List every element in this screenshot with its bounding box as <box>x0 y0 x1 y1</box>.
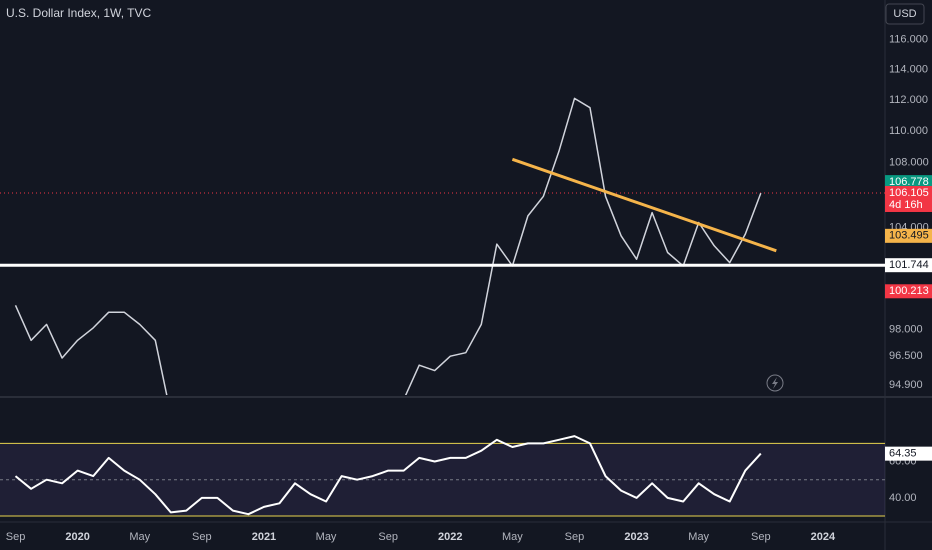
rsi-pane <box>0 435 885 517</box>
price-badge <box>885 185 932 212</box>
y-tick-label: 110.000 <box>889 125 928 137</box>
price-badge-label: 100.213 <box>889 285 929 297</box>
trendline <box>511 157 777 253</box>
price-badge-label: 106.105 <box>889 187 929 199</box>
price-line <box>14 97 762 395</box>
x-tick-label: Sep <box>192 531 212 543</box>
currency-button[interactable] <box>885 3 925 25</box>
x-tick-label: 2024 <box>811 531 836 543</box>
y-tick-label: 96.500 <box>889 350 923 362</box>
y-tick-label: 98.000 <box>889 324 923 336</box>
price-badge-label: 101.744 <box>889 259 929 271</box>
price-badge-countdown: 4d 16h <box>889 199 923 211</box>
chart-title: U.S. Dollar Index, 1W, TVC <box>6 6 151 20</box>
alert-icon-bolt <box>772 377 778 389</box>
y-tick-label: 108.000 <box>889 156 929 168</box>
x-tick-label: Sep <box>565 531 585 543</box>
rsi-badge-label: 64.35 <box>889 448 917 460</box>
rsi-band <box>0 443 885 517</box>
axes: Sep 2020 May Sep 2021 May Sep 2022 May Sep 2023 May… <box>6 33 932 543</box>
price-badge <box>885 175 932 190</box>
y-tick-label: 40.00 <box>889 492 917 504</box>
y-tick-label: 114.000 <box>889 63 928 75</box>
price-badge-label: 106.778 <box>889 176 929 188</box>
price-badge <box>885 228 932 243</box>
price-pane <box>0 97 885 395</box>
price-badge-label: 103.495 <box>889 230 929 242</box>
currency-label[interactable]: USD <box>893 8 916 20</box>
alert-icon[interactable] <box>766 374 784 392</box>
rsi-line <box>14 435 762 516</box>
price-badge <box>885 258 932 273</box>
x-tick-label: Sep <box>6 531 26 543</box>
y-tick-label: 116.000 <box>889 33 928 45</box>
x-tick-label: 2022 <box>438 531 462 543</box>
x-tick-label: 2020 <box>65 531 89 543</box>
y-tick-label: 94.900 <box>889 379 923 391</box>
x-tick-label: Sep <box>378 531 398 543</box>
price-badge <box>885 284 932 299</box>
x-tick-label: 2021 <box>252 531 276 543</box>
x-tick-label: May <box>129 531 150 543</box>
x-tick-label: 2023 <box>624 531 648 543</box>
x-tick-label: Sep <box>751 531 771 543</box>
y-tick-label: 112.000 <box>889 94 928 106</box>
x-tick-label: May <box>316 531 337 543</box>
rsi-badge <box>885 446 932 461</box>
x-tick-label: May <box>688 531 709 543</box>
x-tick-label: May <box>502 531 523 543</box>
